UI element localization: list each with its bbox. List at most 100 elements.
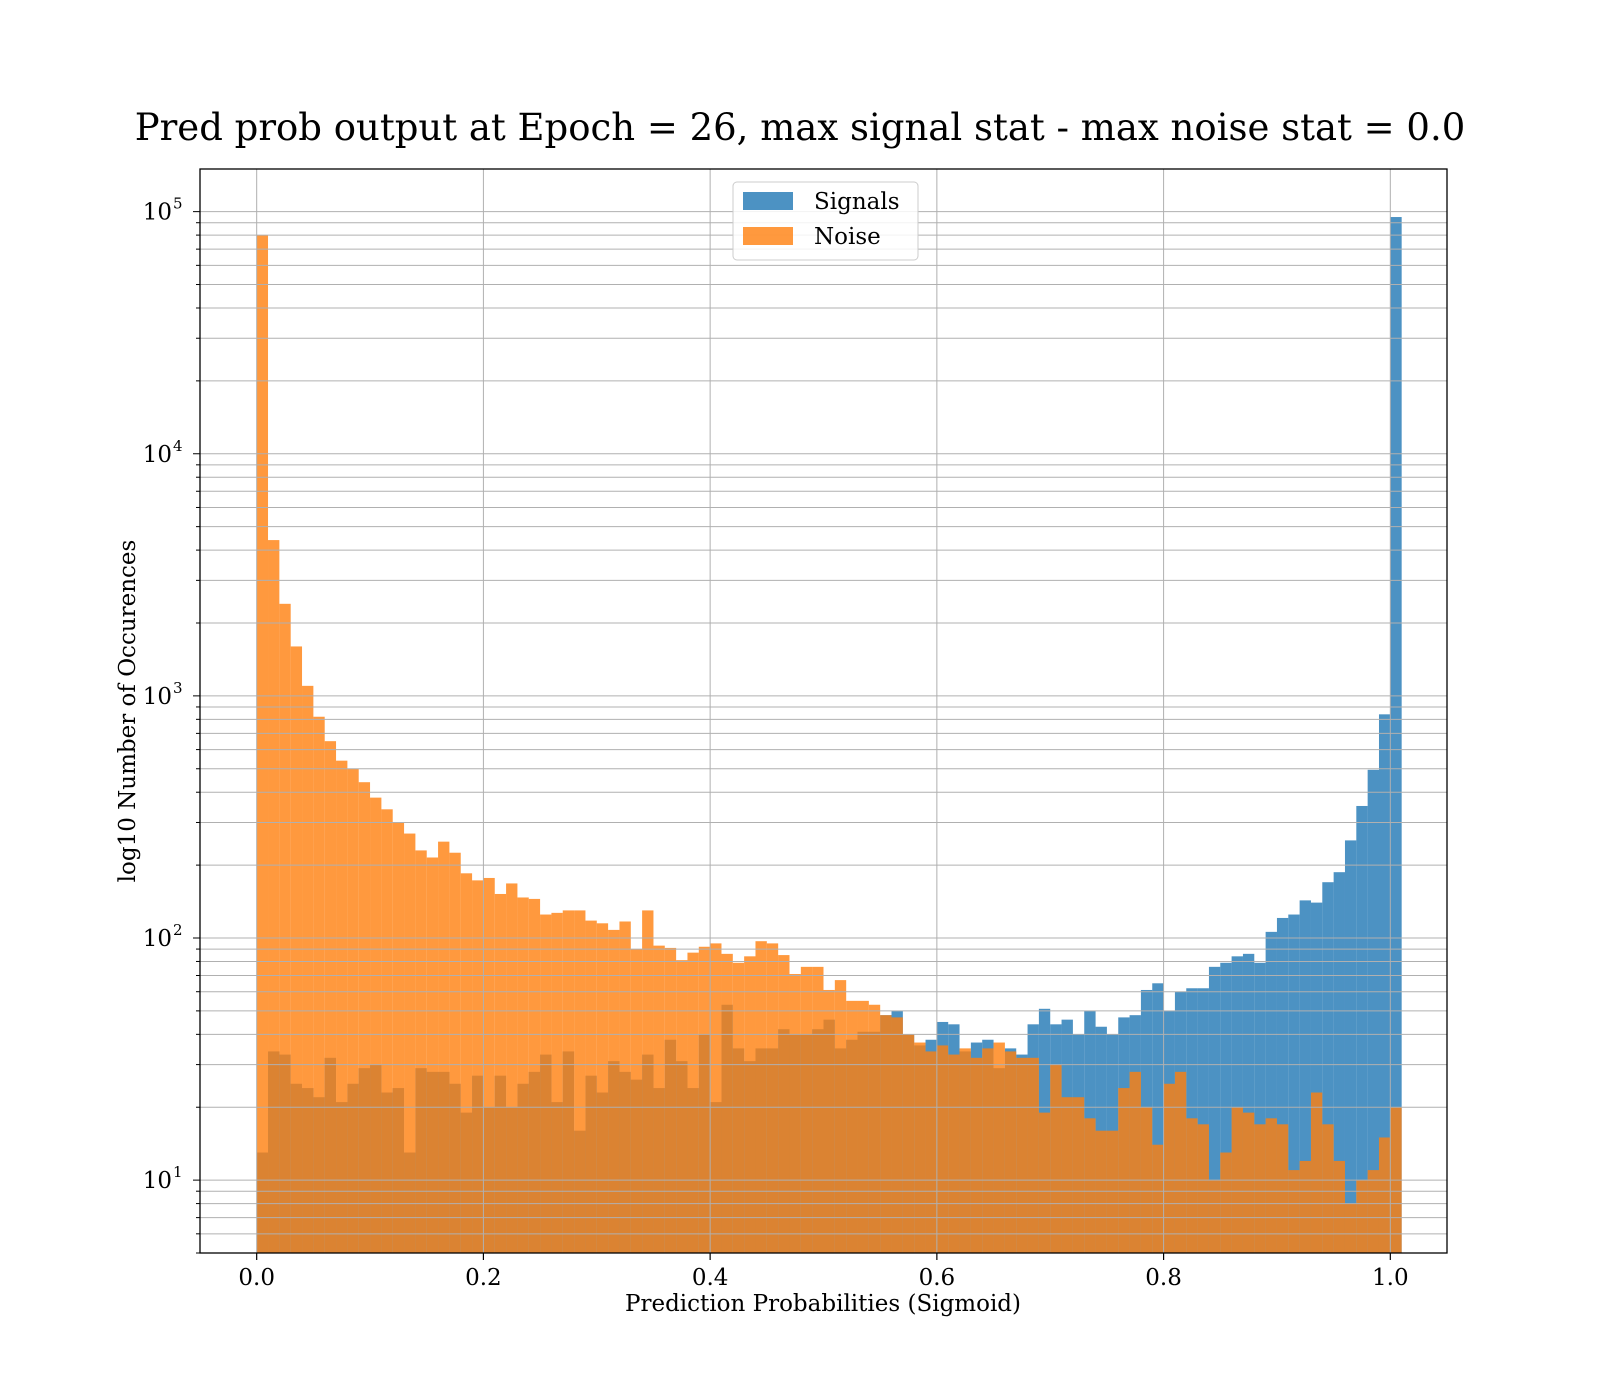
y-tick-exponent-1: 2 [173, 921, 183, 939]
bar-signals-97 [1356, 805, 1368, 1253]
bar-noise-82 [1186, 1118, 1198, 1253]
bar-noise-4 [302, 685, 314, 1253]
y-tick-label-3: 10 [143, 442, 172, 468]
bar-noise-92 [1299, 1160, 1311, 1253]
bar-noise-60 [936, 1045, 949, 1253]
bar-signals-99 [1378, 714, 1391, 1253]
bar-noise-30 [596, 923, 609, 1253]
bar-noise-20 [483, 877, 495, 1253]
y-axis-label: log10 Number of Occurences [115, 540, 141, 883]
chart-title: Pred prob output at Epoch = 26, max sign… [135, 106, 1466, 149]
bar-noise-47 [789, 974, 801, 1253]
bar-noise-17 [449, 852, 461, 1253]
bar-noise-29 [585, 920, 597, 1253]
bar-noise-55 [880, 1015, 892, 1253]
bar-noise-85 [1220, 1152, 1232, 1253]
x-tick-label-0: 0.0 [238, 1265, 275, 1291]
bar-noise-52 [846, 1000, 858, 1253]
bar-noise-88 [1254, 1124, 1266, 1253]
bar-noise-42 [732, 962, 745, 1253]
bar-noise-93 [1310, 1092, 1323, 1253]
bar-signals-83 [1197, 988, 1209, 1253]
bar-noise-67 [1016, 1057, 1028, 1253]
bar-noise-40 [710, 943, 722, 1253]
legend-label-signals: Signals [814, 189, 900, 215]
y-tick-exponent-0: 1 [173, 1163, 183, 1181]
bar-noise-57 [902, 1034, 915, 1253]
bar-noise-11 [381, 809, 393, 1253]
bar-signals-94 [1322, 882, 1334, 1253]
bar-noise-45 [766, 943, 779, 1253]
bar-noise-84 [1208, 1180, 1221, 1253]
bar-noise-26 [551, 912, 563, 1253]
bar-noise-27 [562, 910, 575, 1253]
bar-signals-87 [1242, 953, 1255, 1253]
bar-noise-50 [823, 989, 835, 1253]
bar-noise-91 [1288, 1170, 1300, 1253]
bar-noise-15 [426, 857, 439, 1253]
bar-noise-98 [1367, 1170, 1379, 1253]
bar-noise-65 [993, 1042, 1005, 1253]
bar-noise-90 [1276, 1124, 1289, 1253]
bar-noise-80 [1163, 1083, 1175, 1253]
bar-noise-76 [1118, 1088, 1130, 1253]
bar-noise-18 [460, 873, 473, 1253]
bar-noise-34 [642, 910, 654, 1253]
bar-noise-3 [290, 646, 303, 1253]
bar-noise-31 [608, 929, 620, 1253]
bar-noise-99 [1378, 1137, 1391, 1253]
bar-noise-23 [517, 897, 529, 1253]
bar-noise-54 [868, 1004, 881, 1253]
bar-signals-95 [1333, 872, 1345, 1253]
bar-noise-41 [721, 953, 733, 1253]
bar-noise-62 [959, 1048, 971, 1253]
y-tick-exponent-4: 5 [173, 195, 183, 213]
bar-noise-72 [1072, 1097, 1085, 1253]
bar-noise-21 [494, 893, 507, 1253]
bar-noise-71 [1061, 1097, 1073, 1253]
bar-noise-63 [970, 1057, 983, 1253]
bar-noise-70 [1050, 1064, 1062, 1253]
bar-noise-68 [1027, 1057, 1039, 1253]
bar-noise-69 [1038, 1112, 1051, 1253]
bar-noise-75 [1106, 1130, 1119, 1253]
bar-signals-90 [1276, 917, 1289, 1253]
bar-noise-16 [438, 841, 450, 1253]
bar-signals-79 [1152, 983, 1164, 1253]
bar-noise-59 [925, 1051, 937, 1253]
bar-noise-95 [1333, 1160, 1345, 1253]
bar-noise-12 [392, 822, 405, 1253]
y-tick-label-0: 10 [143, 1168, 172, 1194]
bar-noise-9 [358, 782, 371, 1253]
bar-noise-28 [574, 910, 586, 1253]
bar-signals-96 [1344, 840, 1357, 1253]
bar-signals-91 [1288, 914, 1300, 1253]
x-tick-label-4: 0.8 [1145, 1265, 1182, 1291]
bar-noise-37 [676, 960, 688, 1253]
bar-noise-96 [1344, 1203, 1357, 1253]
bar-noise-43 [744, 956, 756, 1253]
bar-signals-89 [1265, 931, 1277, 1253]
y-tick-exponent-2: 3 [173, 679, 183, 697]
bar-noise-48 [800, 966, 813, 1253]
bar-noise-7 [336, 760, 348, 1253]
x-tick-label-1: 0.2 [465, 1265, 502, 1291]
bar-noise-25 [540, 914, 552, 1253]
bar-noise-61 [948, 1054, 960, 1253]
bar-noise-35 [653, 945, 665, 1253]
bar-noise-49 [812, 966, 824, 1253]
bar-noise-1 [268, 540, 280, 1253]
legend: Signals Noise [732, 181, 919, 261]
bar-noise-58 [914, 1042, 926, 1253]
bar-signals-93 [1310, 902, 1323, 1253]
bar-noise-36 [664, 947, 677, 1253]
bar-noise-64 [982, 1048, 994, 1253]
bar-noise-19 [472, 880, 484, 1253]
legend-label-noise: Noise [814, 224, 881, 250]
bar-noise-32 [619, 921, 631, 1253]
bar-signals-85 [1220, 962, 1232, 1253]
x-tick-label-5: 1.0 [1372, 1265, 1409, 1291]
y-tick-label-4: 10 [143, 200, 172, 226]
bar-noise-33 [630, 949, 643, 1253]
